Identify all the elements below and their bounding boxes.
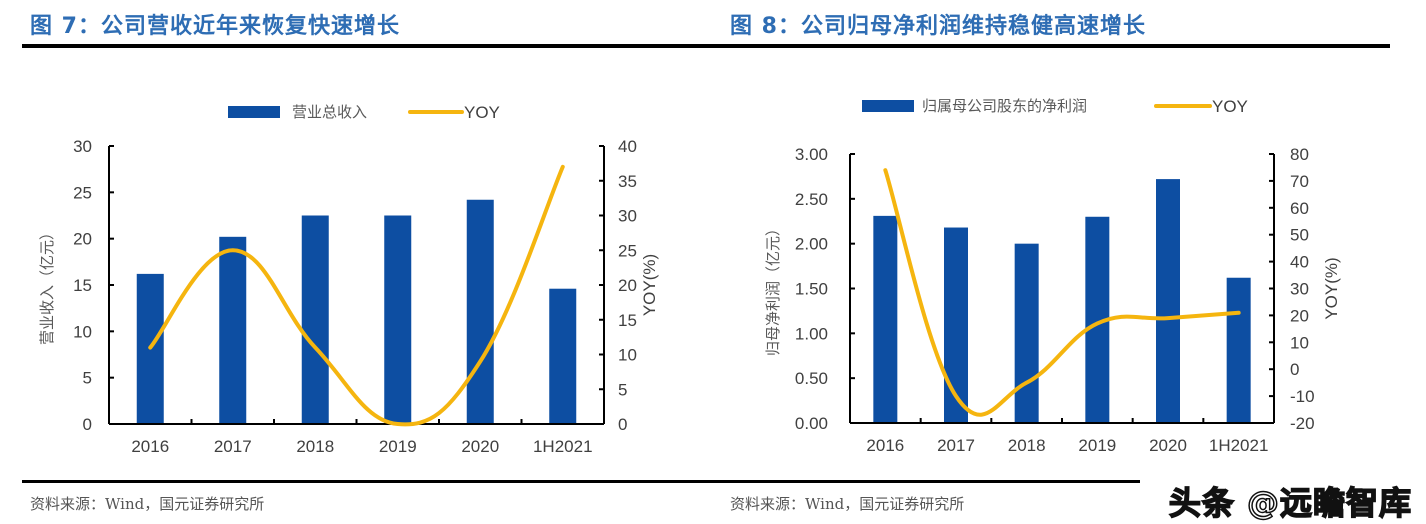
figure-8-top-rule	[720, 44, 1390, 48]
left-tick-label: 15	[73, 276, 92, 295]
watermark: 头条 @远瞻智库	[1168, 483, 1412, 523]
legend-bar-label: 归属母公司股东的净利润	[922, 97, 1087, 115]
left-tick-label: 30	[73, 137, 92, 156]
bar-2017	[219, 236, 247, 424]
left-tick-label: 5	[83, 369, 92, 388]
x-tick-label: 2019	[1078, 436, 1116, 455]
bar-1H2021	[549, 288, 577, 424]
bar-2020	[466, 199, 494, 424]
right-axis-title: YOY(%)	[1322, 257, 1341, 319]
left-tick-label: 1.50	[795, 280, 828, 299]
yoy-line	[883, 168, 1241, 417]
x-tick-label: 2020	[1149, 436, 1187, 455]
bar-2017	[944, 227, 968, 423]
right-tick-label: 15	[618, 311, 637, 330]
left-tick-label: 10	[73, 322, 92, 341]
right-tick-label: 80	[1290, 145, 1309, 164]
left-tick-label: 0.50	[795, 369, 828, 388]
figure-7-title: 图 7：公司营收近年来恢复快速增长	[30, 14, 400, 39]
right-tick-label: 10	[618, 346, 637, 365]
left-axis-title: 营业收入（亿元）	[38, 225, 56, 345]
bar-2018	[1014, 243, 1039, 423]
figure-8-title: 图 8：公司归母净利润维持稳健高速增长	[730, 14, 1146, 39]
legend-line-label: YOY	[464, 103, 500, 122]
left-tick-label: 0.00	[795, 414, 828, 433]
legend-bar-swatch	[228, 106, 280, 118]
right-tick-label: 10	[1290, 333, 1309, 352]
left-tick-label: 20	[73, 230, 92, 249]
left-axis-title: 归母净利润（亿元）	[764, 221, 782, 356]
left-tick-label: 1.00	[795, 324, 828, 343]
figure-7-source: 资料来源：Wind，国元证券研究所	[30, 495, 265, 513]
bar-2020	[1156, 179, 1180, 423]
bar-1H2021	[1226, 277, 1251, 423]
x-tick-label: 1H2021	[533, 437, 593, 456]
right-tick-label: -10	[1290, 387, 1315, 406]
right-tick-label: -20	[1290, 414, 1315, 433]
right-tick-label: 20	[1290, 306, 1309, 325]
right-tick-label: 70	[1290, 172, 1309, 191]
left-tick-label: 2.00	[795, 235, 828, 254]
x-tick-label: 2017	[937, 436, 975, 455]
right-tick-label: 35	[618, 172, 637, 191]
x-tick-label: 2016	[131, 437, 169, 456]
bar-2018	[301, 215, 329, 424]
right-tick-label: 60	[1290, 199, 1309, 218]
figure-8-bottom-rule	[720, 480, 1140, 483]
x-tick-label: 2016	[866, 436, 904, 455]
figure-8-source: 资料来源：Wind，国元证券研究所	[730, 495, 965, 513]
x-tick-label: 1H2021	[1209, 436, 1269, 455]
bar-2019	[384, 215, 412, 424]
yoy-line	[148, 164, 565, 427]
right-tick-label: 40	[1290, 253, 1309, 272]
right-tick-label: 50	[1290, 226, 1309, 245]
x-tick-label: 2020	[461, 437, 499, 456]
left-tick-label: 3.00	[795, 145, 828, 164]
left-tick-label: 2.50	[795, 190, 828, 209]
x-tick-label: 2019	[379, 437, 417, 456]
right-tick-label: 40	[618, 137, 637, 156]
legend-bar-label: 营业总收入	[292, 103, 367, 121]
legend-line-label: YOY	[1212, 97, 1248, 116]
right-tick-label: 20	[618, 276, 637, 295]
x-tick-label: 2018	[296, 437, 334, 456]
right-tick-label: 30	[618, 207, 637, 226]
chart-2: 0.00 0.50 1.00 1.50 2.00 2.50 3.00 -20 -10 0 10 20 3…	[764, 97, 1341, 455]
left-tick-label: 25	[73, 183, 92, 202]
chart-1: 0 5 10 15 20 25 30 0 5 10 15 20 25 30 35 40 2016 2017 2018…	[38, 103, 659, 456]
figure-7-top-rule	[22, 44, 720, 48]
right-axis-title: YOY(%)	[640, 254, 659, 316]
right-tick-label: 0	[1290, 360, 1299, 379]
right-tick-label: 30	[1290, 280, 1309, 299]
right-tick-label: 0	[618, 415, 627, 434]
left-tick-label: 0	[83, 415, 92, 434]
x-tick-label: 2017	[214, 437, 252, 456]
right-tick-label: 25	[618, 241, 637, 260]
figure-7-bottom-rule	[22, 480, 720, 483]
bar-2016	[873, 215, 898, 423]
right-tick-label: 5	[618, 380, 627, 399]
legend-bar-swatch	[862, 100, 914, 112]
x-tick-label: 2018	[1008, 436, 1046, 455]
